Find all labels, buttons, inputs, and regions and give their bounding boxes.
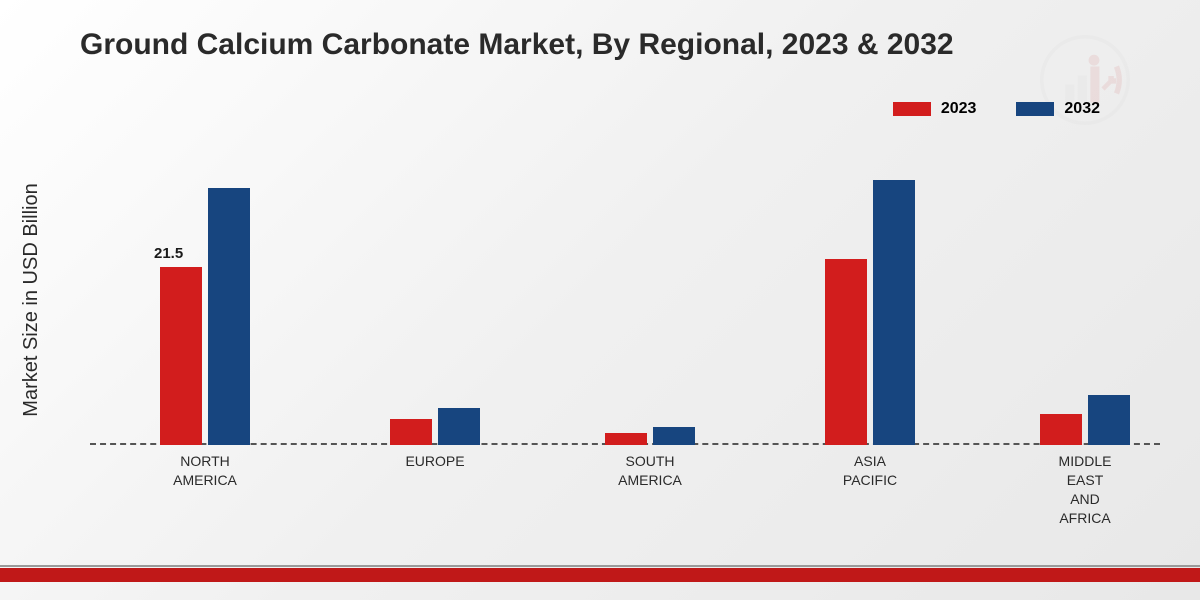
legend: 2023 2032	[893, 100, 1100, 118]
bar-group	[605, 427, 705, 445]
y-axis-label: Market Size in USD Billion	[20, 183, 43, 416]
x-axis-labels: NORTH AMERICA EUROPE SOUTH AMERICA ASIA PAC…	[90, 452, 1160, 552]
bar-2032	[438, 408, 480, 445]
bar-group	[390, 408, 490, 445]
legend-item-2023: 2023	[893, 100, 977, 118]
bar-2023	[1040, 414, 1082, 445]
x-tick-label: EUROPE	[405, 452, 464, 471]
bar-2023	[160, 267, 202, 445]
x-tick-label: NORTH AMERICA	[173, 452, 237, 490]
bar-2023	[390, 419, 432, 446]
legend-swatch	[1016, 102, 1054, 116]
legend-label: 2023	[941, 100, 977, 118]
bar-2032	[208, 188, 250, 445]
bar-2032	[653, 427, 695, 445]
bar-group	[160, 188, 260, 445]
bar-2023	[605, 433, 647, 445]
bar-2032	[1088, 395, 1130, 445]
bar-2023	[825, 259, 867, 445]
bar-value-label: 21.5	[154, 245, 183, 262]
chart-title: Ground Calcium Carbonate Market, By Regi…	[80, 28, 954, 62]
bar-group	[1040, 395, 1140, 445]
footer-divider	[0, 565, 1200, 567]
x-tick-label: SOUTH AMERICA	[618, 452, 682, 490]
footer-bar	[0, 568, 1200, 582]
chart-plot-area: 21.5	[90, 155, 1160, 445]
bar-group	[825, 180, 925, 445]
x-tick-label: ASIA PACIFIC	[843, 452, 897, 490]
bar-2032	[873, 180, 915, 445]
legend-item-2032: 2032	[1016, 100, 1100, 118]
legend-label: 2032	[1064, 100, 1100, 118]
x-tick-label: MIDDLE EAST AND AFRICA	[1059, 452, 1112, 528]
legend-swatch	[893, 102, 931, 116]
